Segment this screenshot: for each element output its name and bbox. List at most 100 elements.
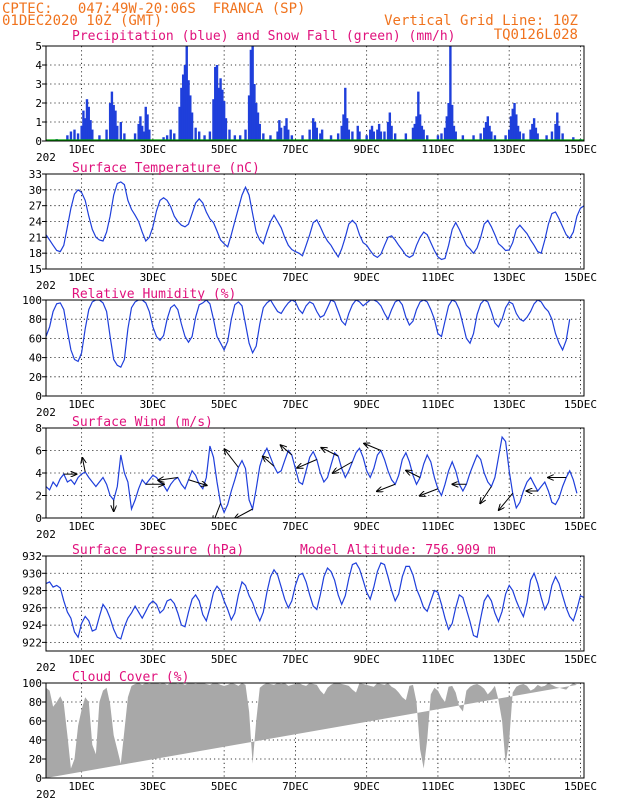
precip-bar (76, 133, 80, 141)
precip-bar (490, 131, 493, 141)
pressure-line (46, 562, 584, 640)
y-tick-label: 60 (29, 715, 42, 728)
precip-bar (372, 131, 375, 141)
cloud-marks (46, 683, 577, 778)
precip-bar (388, 112, 392, 141)
precip-bar (301, 135, 304, 141)
x-tick-label: 9DEC (353, 398, 380, 411)
precip-bar (472, 135, 475, 141)
panel-wind: 0 2 4 6 8 1DEC 3DEC 5DEC 7DEC 9DEC 11DEC 13DEC 15DEC… (35, 415, 597, 541)
y-tick-label: 0 (35, 135, 42, 148)
precip-bar (461, 135, 465, 141)
x-year-fragment: 202 (36, 151, 56, 164)
precip-bar (315, 127, 318, 141)
wind-direction-arrow (188, 479, 207, 486)
precip-bar (144, 106, 147, 141)
y-tick-label: 5 (35, 40, 42, 53)
precip-bar (534, 127, 538, 141)
wind-direction-arrow (281, 445, 293, 456)
header-date-line: 01DEC2020 10Z (GMT) (2, 13, 162, 29)
precip-bar (215, 65, 219, 141)
precip-bar (189, 95, 192, 141)
precip-bar (513, 103, 516, 141)
x-tick-label: 11DEC (421, 520, 454, 533)
precip-bar (165, 135, 169, 141)
x-tick-label: 11DEC (421, 398, 454, 411)
precip-bar (557, 125, 561, 141)
precip-bar (87, 106, 90, 141)
x-tick-label: 7DEC (282, 780, 309, 793)
temperature-marks (46, 181, 584, 261)
humidity-frame (45, 299, 585, 397)
model-altitude-note: Model Altitude: 756.909 m (300, 543, 496, 558)
precip-bar (190, 112, 194, 141)
y-tick-label: 80 (29, 313, 42, 326)
precip-bar (340, 125, 343, 141)
y-tick-label: 15 (29, 263, 42, 276)
precip-bar (146, 114, 149, 141)
header-station-line: CPTEC: 047:49W-20:06S FRANCA (SP) (2, 1, 305, 17)
precip-bar (169, 129, 172, 141)
precip-bar (214, 66, 217, 141)
precip-bar (351, 131, 354, 141)
precip-bar (285, 118, 288, 141)
y-tick-label: 0 (35, 772, 42, 785)
wind-direction-arrow (377, 483, 396, 491)
precip-bar (140, 125, 144, 141)
humidity-marks (46, 300, 571, 369)
precip-bar (383, 131, 386, 141)
wind-direction-arrow (224, 449, 239, 468)
precip-bar (233, 135, 237, 141)
y-tick-label: 40 (29, 352, 42, 365)
x-tick-label: 1DEC (68, 520, 95, 533)
x-tick-label: 1DEC (68, 143, 95, 156)
panel-title: Surface Pressure (hPa) (72, 543, 244, 558)
precip-bar (440, 133, 443, 141)
precip-bar (262, 133, 265, 141)
panel-title: Relative Humidity (%) (72, 287, 236, 302)
precip-bar (377, 123, 381, 141)
precip-bar (509, 116, 513, 141)
precip-bar (545, 135, 548, 141)
x-tick-label: 13DEC (493, 520, 526, 533)
precip-bar (221, 89, 224, 141)
precip-bar (83, 118, 87, 141)
x-tick-label: 13DEC (493, 271, 526, 284)
panel-title: Precipitation (blue) and Snow Fall (gree… (72, 29, 456, 44)
precip-bar (283, 125, 286, 141)
panel-temperature: 15 18 21 24 27 30 33 1DEC 3DEC 5DEC 7DEC 9DEC 11DEC 1… (29, 161, 597, 292)
precip-bar (358, 131, 361, 141)
precip-bar (173, 133, 176, 141)
precip-bar (511, 108, 514, 141)
precip-bar (85, 99, 89, 141)
precip-bar (313, 122, 317, 141)
cloud-cover-area (46, 683, 577, 778)
y-tick-label: 932 (22, 550, 42, 563)
precip-bar (450, 104, 454, 141)
meteogram-panels: 0 1 2 3 4 5 1DEC 3DEC 5DEC 7DEC 9DEC 11DEC 13DEC 15DE… (22, 29, 597, 800)
wind-direction-arrow (499, 492, 514, 510)
y-tick-label: 924 (22, 619, 42, 632)
wind-direction-arrow (297, 459, 317, 468)
x-tick-label: 3DEC (140, 780, 167, 793)
x-year-fragment: 202 (36, 788, 56, 800)
precip-bar (183, 65, 187, 141)
panel-title: Surface Temperature (nC) (72, 161, 260, 176)
precip-bar (269, 135, 272, 141)
y-tick-label: 926 (22, 602, 42, 615)
precip-bar (507, 129, 511, 141)
precip-bar (449, 46, 452, 141)
precip-bar (178, 106, 181, 141)
wind-direction-arrow (406, 471, 421, 478)
precip-bar (504, 135, 507, 141)
y-tick-label: 24 (29, 216, 43, 229)
precip-bar (342, 114, 345, 141)
precip-bar (393, 133, 397, 141)
precip-bar (345, 118, 349, 141)
precip-bar (73, 129, 76, 141)
precip-bar (554, 123, 557, 141)
precip-marks (46, 46, 584, 141)
x-tick-label: 7DEC (282, 143, 309, 156)
precip-bar (556, 112, 559, 141)
x-tick-label: 9DEC (353, 143, 380, 156)
